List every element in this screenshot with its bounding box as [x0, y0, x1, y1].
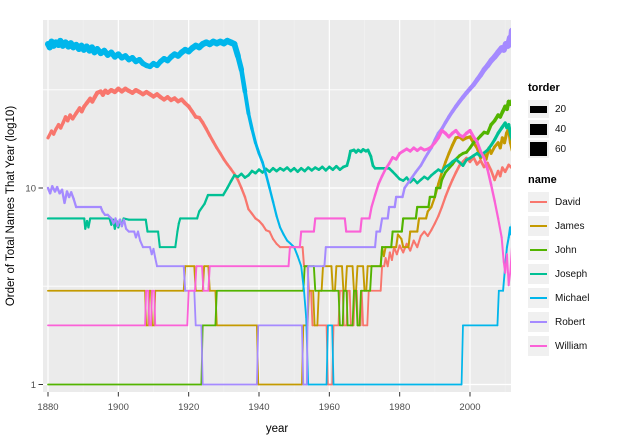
- name-key-icon-michael: [528, 288, 549, 308]
- name-key-icon-robert: [528, 312, 549, 332]
- name-legend-entry-william: William: [528, 336, 618, 356]
- torder-size-bar: [530, 142, 547, 156]
- name-legend-label: Robert: [555, 316, 586, 328]
- x-axis-title: year: [265, 423, 289, 435]
- name-key-icon-david: [528, 192, 549, 212]
- torder-legend-entry-40: 40: [528, 120, 618, 138]
- y-axis-title: Order of Total Names That Year (log10): [5, 105, 17, 307]
- x-tick-label-1960: 1960: [319, 402, 340, 413]
- name-legend-label: John: [555, 244, 577, 256]
- legend-title-name: name: [528, 174, 557, 186]
- legend-torder-entries: 20 40 60: [528, 100, 618, 158]
- name-legend-label: David: [555, 196, 581, 208]
- name-legend-entry-james: James: [528, 216, 618, 236]
- legend-title-torder: torder: [528, 82, 560, 94]
- name-legend-entry-john: John: [528, 240, 618, 260]
- torder-legend-label: 60: [555, 143, 567, 155]
- torder-legend-entry-60: 60: [528, 140, 618, 158]
- torder-key-icon-40: [528, 120, 549, 138]
- x-tick-label-1940: 1940: [248, 402, 269, 413]
- series-line-michael: [44, 37, 511, 386]
- torder-size-bar: [530, 123, 547, 135]
- torder-key-icon-20: [528, 100, 549, 118]
- name-color-line: [530, 200, 547, 204]
- plot-panel: [43, 20, 511, 392]
- name-key-icon-james: [528, 216, 549, 236]
- torder-legend-label: 40: [555, 123, 567, 135]
- name-key-icon-william: [528, 336, 549, 356]
- x-tick-label-1920: 1920: [178, 402, 199, 413]
- legend-name-entries: David James John Joseph Michael Robert William: [528, 192, 618, 356]
- y-tick-label-10: 10: [25, 184, 36, 195]
- y-tick-label-1: 1: [31, 380, 36, 391]
- torder-size-bar: [530, 105, 547, 113]
- x-tick-label-1900: 1900: [108, 402, 129, 413]
- series-line-william: [47, 128, 511, 327]
- name-color-line: [530, 320, 547, 324]
- x-tick-label-1980: 1980: [389, 402, 410, 413]
- torder-key-icon-60: [528, 140, 549, 158]
- name-legend-entry-david: David: [528, 192, 618, 212]
- name-color-line: [530, 224, 547, 228]
- name-color-line: [530, 296, 547, 300]
- torder-legend-label: 20: [555, 103, 567, 115]
- legend: torder 20 40 60 name David James John Joseph M…: [528, 82, 618, 360]
- name-legend-label: James: [555, 220, 585, 232]
- name-color-line: [530, 272, 547, 276]
- name-key-icon-joseph: [528, 264, 549, 284]
- series-line-john: [47, 99, 511, 386]
- name-legend-entry-robert: Robert: [528, 312, 618, 332]
- name-legend-label: Michael: [555, 292, 590, 304]
- name-legend-label: William: [555, 340, 588, 352]
- x-tick-label-1880: 1880: [37, 402, 58, 413]
- series-line-joseph: [46, 121, 511, 249]
- name-color-line: [530, 248, 547, 252]
- series-line-robert: [46, 27, 511, 386]
- x-tick-label-2000: 2000: [459, 402, 480, 413]
- name-legend-entry-joseph: Joseph: [528, 264, 618, 284]
- torder-legend-entry-20: 20: [528, 100, 618, 118]
- name-legend-entry-michael: Michael: [528, 288, 618, 308]
- name-color-line: [530, 344, 547, 348]
- series-layer: [44, 27, 511, 386]
- name-key-icon-john: [528, 240, 549, 260]
- name-legend-label: Joseph: [555, 268, 588, 280]
